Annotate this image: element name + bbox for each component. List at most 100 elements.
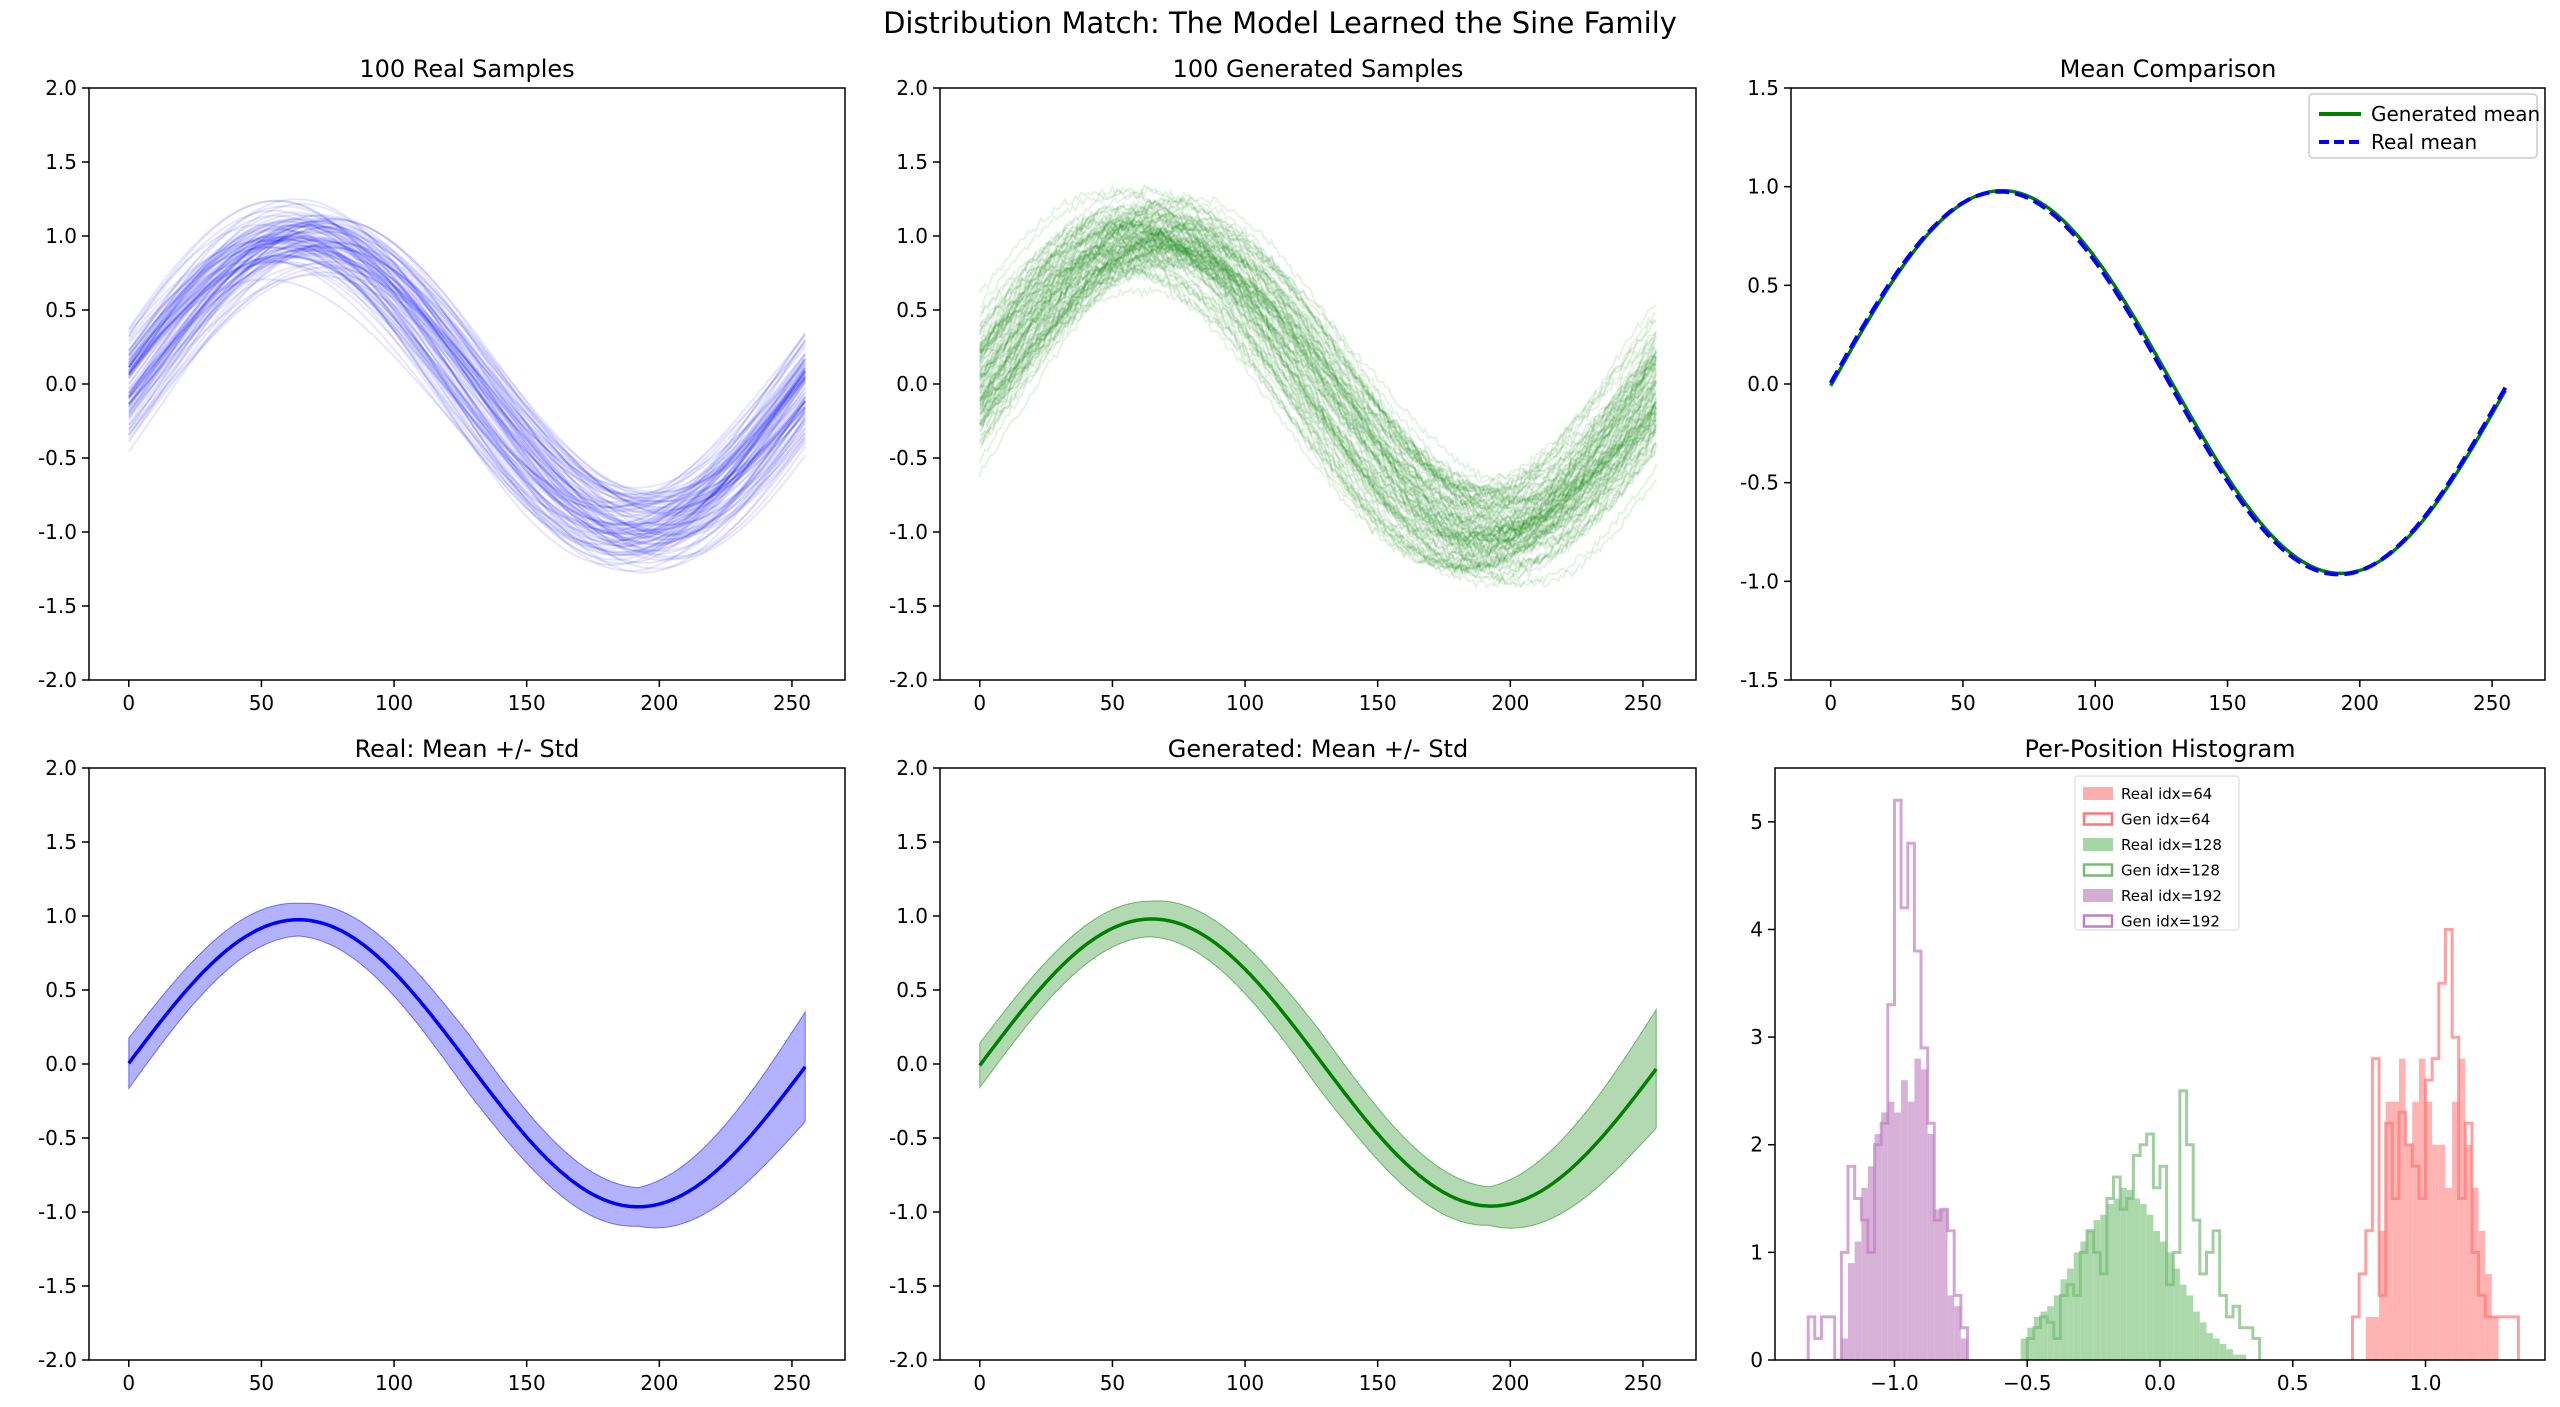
sample-line	[128, 271, 806, 534]
y-tick-label: 0.5	[45, 978, 77, 1002]
sample-line	[979, 229, 1658, 512]
sample-line	[127, 230, 807, 539]
sample-line	[128, 254, 806, 535]
sample-line	[127, 234, 807, 547]
sample-line	[128, 237, 806, 489]
chart-title: 100 Generated Samples	[1173, 55, 1464, 83]
hist-bar	[2166, 1252, 2174, 1360]
sample-line	[979, 238, 1658, 548]
hist-bar	[2053, 1295, 2061, 1360]
hist-bar	[2398, 1058, 2406, 1360]
hist-step	[2351, 928, 2520, 1360]
sample-line	[127, 214, 807, 515]
sample-line	[978, 246, 1658, 557]
sample-line	[127, 244, 807, 564]
std-band	[128, 902, 806, 1229]
sample-line	[978, 222, 1657, 512]
sample-line	[978, 244, 1658, 501]
x-tick-label: 250	[1624, 691, 1662, 715]
legend-box	[2308, 93, 2538, 159]
sample-line	[127, 245, 807, 536]
sample-line	[979, 234, 1658, 548]
sample-line	[127, 226, 807, 549]
hist-bar	[2418, 1058, 2426, 1360]
sample-line	[127, 214, 807, 557]
sample-line	[128, 247, 806, 506]
sample-line	[979, 245, 1658, 514]
sample-line	[979, 248, 1658, 536]
legend-swatch	[2082, 914, 2114, 928]
sample-line	[128, 246, 806, 504]
axes-frame	[939, 87, 1697, 681]
sample-line	[128, 249, 806, 525]
sample-line	[128, 230, 806, 496]
sample-line	[127, 198, 807, 536]
sample-line	[979, 260, 1658, 526]
sample-line	[127, 200, 807, 542]
sample-line	[979, 225, 1657, 570]
y-tick-label: -0.5	[38, 1126, 77, 1150]
hist-bar	[1947, 1295, 1955, 1360]
x-tick-label: 0	[122, 691, 135, 715]
hist-bar	[2219, 1343, 2227, 1360]
sample-line	[978, 197, 1658, 540]
sample-line	[128, 254, 806, 527]
sample-line	[128, 254, 806, 495]
hist-bar	[2445, 1187, 2453, 1360]
legend-label: Gen idx=128	[2121, 862, 2220, 880]
sample-line	[128, 229, 806, 512]
sample-line	[127, 220, 807, 545]
y-tick-label: 1.5	[45, 830, 77, 854]
sample-line	[978, 217, 1657, 551]
sample-line	[128, 239, 806, 503]
legend-label: Real idx=192	[2121, 887, 2222, 905]
sample-line	[978, 261, 1657, 551]
hist-bar	[2226, 1349, 2234, 1360]
legend-swatch	[2082, 812, 2114, 826]
sample-line	[127, 217, 806, 515]
hist-bar	[2471, 1187, 2479, 1360]
sample-line	[128, 222, 806, 511]
y-tick-label: 2.0	[896, 76, 928, 100]
hist-bar	[2412, 1101, 2419, 1360]
hist-bar	[2093, 1220, 2101, 1360]
x-tick-label: 100	[375, 1371, 413, 1395]
sample-line	[978, 219, 1657, 575]
sample-line	[127, 211, 807, 540]
x-tick-label: 1.0	[2410, 1371, 2442, 1395]
x-tick-label: 150	[508, 1371, 546, 1395]
legend-swatch	[2083, 838, 2113, 851]
sample-line	[978, 182, 1657, 528]
hist-bar	[1927, 1133, 1935, 1360]
sample-line	[978, 236, 1658, 506]
y-tick-label: -0.5	[1740, 471, 1779, 495]
x-tick-label: 250	[773, 691, 811, 715]
sample-line	[978, 200, 1657, 522]
sample-line	[978, 246, 1658, 530]
sample-line	[978, 272, 1658, 545]
y-tick-label: -1.0	[38, 1200, 77, 1224]
sample-line	[127, 218, 807, 533]
sample-line	[978, 207, 1658, 544]
hist-bar	[1841, 1338, 1849, 1360]
y-tick-label: -1.5	[38, 1274, 77, 1298]
sample-line	[978, 230, 1658, 507]
y-tick-label: 0.0	[896, 372, 928, 396]
sample-line	[978, 221, 1657, 535]
sample-line	[127, 235, 807, 532]
sample-line	[127, 209, 807, 535]
sample-line	[979, 212, 1658, 549]
sample-line	[127, 237, 807, 561]
sample-line	[127, 219, 807, 536]
sample-line	[979, 258, 1658, 534]
chart-generated-samples: 100 Generated Samples 0 50 100 150 200 250 -2.0…	[889, 55, 1697, 715]
y-tick-label: -0.5	[889, 1126, 928, 1150]
sample-line	[127, 220, 807, 556]
sample-line	[127, 241, 807, 560]
y-tick-label: -1.0	[38, 520, 77, 544]
y-tick-label: -1.0	[1740, 569, 1779, 593]
hist-bar	[2140, 1203, 2147, 1360]
sample-line	[127, 217, 807, 553]
sample-line	[979, 221, 1658, 546]
sample-line	[979, 251, 1658, 529]
